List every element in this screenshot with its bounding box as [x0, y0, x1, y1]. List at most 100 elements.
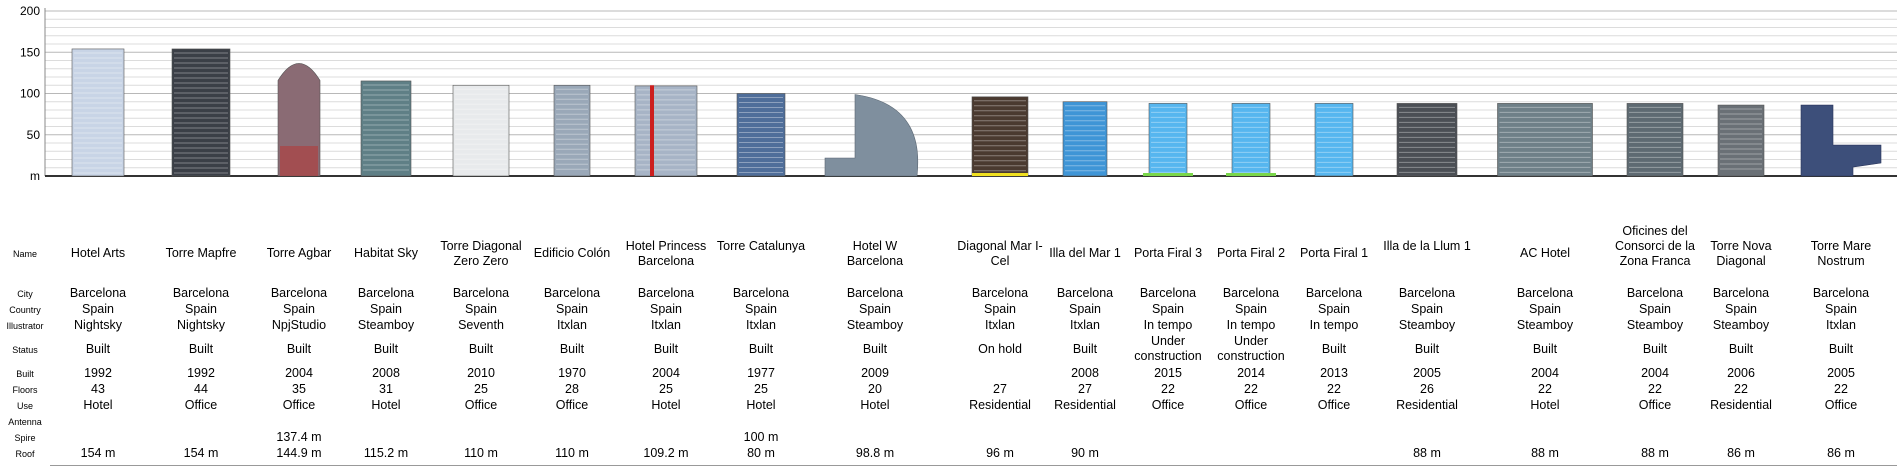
building-bars	[71, 48, 1882, 177]
cell-city: Barcelona	[543, 286, 601, 300]
cell-country: Spain	[1318, 302, 1350, 316]
cell-city: Barcelona	[1222, 286, 1280, 300]
cell-status: Built	[1072, 342, 1098, 356]
cell-illustrator: NpjStudio	[271, 318, 327, 332]
cell-floors: 22	[1244, 382, 1258, 396]
building-bar-10	[971, 96, 1029, 177]
building-bar-5	[452, 84, 510, 177]
cell-roof: 90 m	[1071, 446, 1099, 460]
building-bar-16	[1497, 103, 1593, 177]
building-bar-18	[1717, 104, 1765, 177]
cell-use: Office	[1317, 398, 1351, 412]
cell-name: Illa del Mar 1	[1049, 246, 1121, 260]
cell-built: 1992	[187, 366, 215, 380]
cell-floors: 25	[474, 382, 488, 396]
cell-roof: 144.9 m	[276, 446, 322, 460]
cell-status: Built	[862, 342, 888, 356]
cell-country: Spain	[859, 302, 891, 316]
cell-status: Under construction	[1134, 334, 1202, 363]
building-bar-7	[634, 85, 698, 177]
cell-floors: 25	[754, 382, 768, 396]
cell-illustrator: Itxlan	[557, 318, 587, 332]
cell-city: Barcelona	[1056, 286, 1114, 300]
cell-use: Office	[464, 398, 498, 412]
cell-use: Office	[1151, 398, 1185, 412]
building-bar-15	[1396, 103, 1458, 177]
cell-floors: 27	[993, 382, 1007, 396]
cell-built: 2008	[372, 366, 400, 380]
y-tick-label: 100	[20, 87, 40, 101]
cell-country: Spain	[465, 302, 497, 316]
cell-country: Spain	[984, 302, 1016, 316]
cell-illustrator: Steamboy	[1626, 318, 1684, 332]
table-bottom-border	[50, 465, 1897, 466]
cell-floors: 22	[1327, 382, 1341, 396]
cell-name: Hotel W Barcelona	[846, 238, 904, 268]
cell-floors: 35	[292, 382, 306, 396]
cell-built: 2004	[285, 366, 313, 380]
cell-roof: 110 m	[464, 446, 498, 460]
cell-floors: 20	[868, 382, 882, 396]
cell-status: Built	[468, 342, 494, 356]
cell-city: Barcelona	[732, 286, 790, 300]
cell-name: Torre Mapfre	[165, 246, 237, 260]
row-label-built: Built	[16, 369, 34, 379]
cell-illustrator: Nightsky	[74, 318, 122, 332]
cell-illustrator: Itxlan	[1826, 318, 1856, 332]
cell-status: Built	[559, 342, 585, 356]
cell-country: Spain	[1725, 302, 1757, 316]
cell-built: 2005	[1827, 366, 1855, 380]
cell-city: Barcelona	[846, 286, 904, 300]
row-label-floors: Floors	[12, 385, 38, 395]
cell-use: Hotel	[371, 398, 401, 412]
y-tick-label: 200	[20, 4, 40, 18]
building-bar-17	[1626, 103, 1684, 177]
cell-country: Spain	[82, 302, 114, 316]
building-bar-12	[1143, 103, 1193, 177]
cell-name: Torre Agbar	[266, 246, 332, 260]
cell-use: Office	[1234, 398, 1268, 412]
cell-built: 2015	[1154, 366, 1182, 380]
cell-built: 2004	[1641, 366, 1669, 380]
cell-country: Spain	[1825, 302, 1857, 316]
cell-illustrator: Itxlan	[1070, 318, 1100, 332]
cell-illustrator: Steamboy	[1516, 318, 1574, 332]
cell-city: Barcelona	[1712, 286, 1770, 300]
cell-name: Hotel Arts	[70, 246, 126, 260]
cell-built: 1992	[84, 366, 112, 380]
cell-status: Under construction	[1217, 334, 1285, 363]
row-label-status: Status	[12, 345, 38, 355]
cell-floors: 26	[1420, 382, 1434, 396]
cell-use: Hotel	[651, 398, 681, 412]
cell-status: Built	[1642, 342, 1668, 356]
cell-floors: 28	[565, 382, 579, 396]
cell-status: Built	[373, 342, 399, 356]
cell-use: Hotel	[1530, 398, 1560, 412]
building-bar-3	[277, 63, 321, 177]
cell-use: Office	[1638, 398, 1672, 412]
cell-illustrator: Steamboy	[1712, 318, 1770, 332]
row-label-use: Use	[16, 401, 33, 411]
cell-roof: 88 m	[1531, 446, 1559, 460]
cell-country: Spain	[283, 302, 315, 316]
cell-illustrator: Steamboy	[846, 318, 904, 332]
cell-city: Barcelona	[1305, 286, 1363, 300]
cell-name: Porta Firal 3	[1133, 246, 1203, 260]
cell-country: Spain	[185, 302, 217, 316]
cell-use: Residential	[1054, 398, 1116, 412]
row-label-antenna: Antenna	[8, 417, 42, 427]
cell-built: 2005	[1413, 366, 1441, 380]
cell-country: Spain	[1152, 302, 1184, 316]
cell-floors: 31	[379, 382, 393, 396]
cell-illustrator: Seventh	[458, 318, 504, 332]
row-label-city: City	[17, 289, 33, 299]
building-data-table: Name City Country Illustrator Status Built Flo…	[0, 215, 1897, 469]
cell-status: Built	[1532, 342, 1558, 356]
cell-built: 2009	[861, 366, 889, 380]
cell-city: Barcelona	[1398, 286, 1456, 300]
cell-built: 2004	[1531, 366, 1559, 380]
cell-use: Hotel	[83, 398, 113, 412]
cell-roof: 109.2 m	[643, 446, 689, 460]
cell-floors: 27	[1078, 382, 1092, 396]
cell-name: Diagonal Mar I-Cel	[957, 238, 1043, 268]
